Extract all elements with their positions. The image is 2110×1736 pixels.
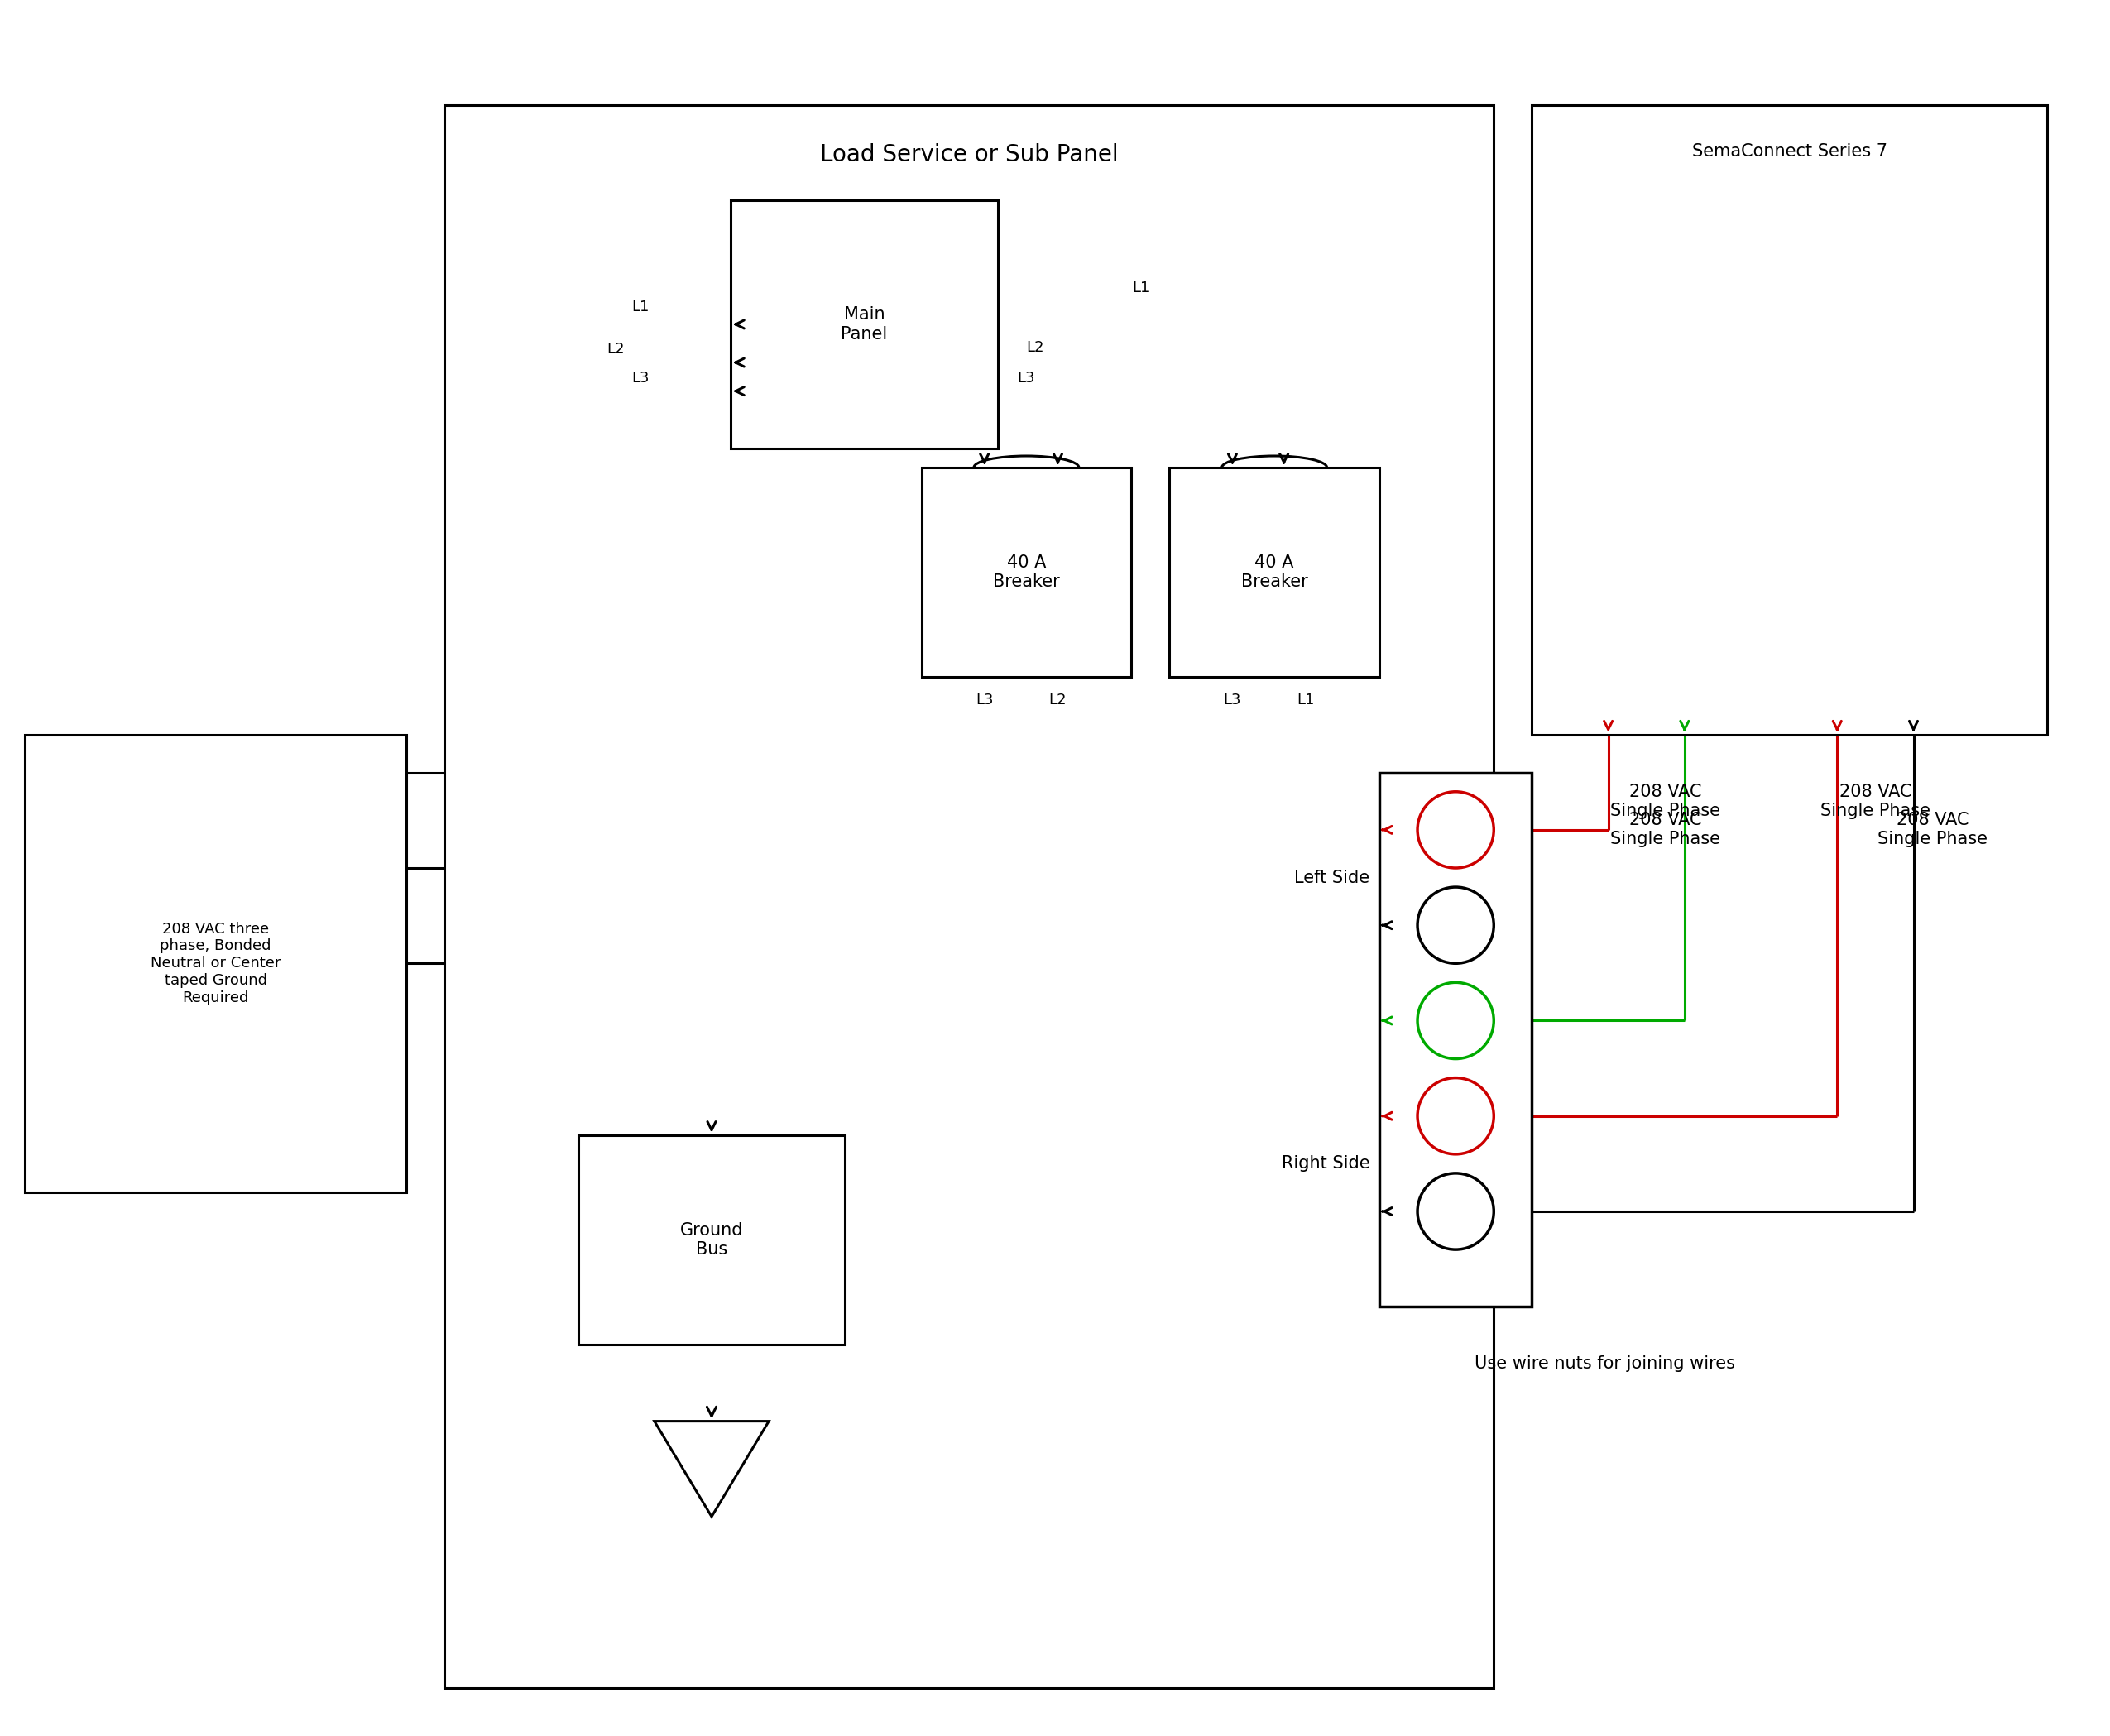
Text: L2: L2 bbox=[608, 342, 625, 356]
Text: L3: L3 bbox=[1017, 370, 1034, 385]
Bar bbox=[922, 467, 1131, 677]
Text: L3: L3 bbox=[631, 370, 650, 385]
Text: Load Service or Sub Panel: Load Service or Sub Panel bbox=[821, 142, 1118, 167]
Text: 208 VAC
Single Phase: 208 VAC Single Phase bbox=[1610, 783, 1720, 819]
Text: Ground
Bus: Ground Bus bbox=[679, 1222, 743, 1259]
Bar bbox=[445, 104, 1494, 1689]
Bar bbox=[730, 200, 998, 448]
Circle shape bbox=[1418, 983, 1494, 1059]
Text: L1: L1 bbox=[1131, 281, 1150, 295]
Text: L2: L2 bbox=[1025, 340, 1044, 354]
Bar bbox=[1380, 773, 1532, 1307]
Text: L2: L2 bbox=[1049, 693, 1068, 707]
Bar bbox=[1532, 104, 2047, 734]
Circle shape bbox=[1418, 1174, 1494, 1250]
Text: SemaConnect Series 7: SemaConnect Series 7 bbox=[1692, 142, 1886, 160]
Circle shape bbox=[1418, 887, 1494, 963]
Text: 40 A
Breaker: 40 A Breaker bbox=[1241, 554, 1308, 590]
Bar bbox=[25, 734, 407, 1193]
Text: Left Side: Left Side bbox=[1293, 870, 1369, 885]
Polygon shape bbox=[654, 1422, 768, 1517]
Text: Main
Panel: Main Panel bbox=[842, 307, 888, 342]
Text: 208 VAC
Single Phase: 208 VAC Single Phase bbox=[1878, 812, 1988, 847]
Text: L1: L1 bbox=[1298, 693, 1315, 707]
Circle shape bbox=[1418, 792, 1494, 868]
Text: L1: L1 bbox=[631, 300, 650, 314]
Text: 208 VAC three
phase, Bonded
Neutral or Center
taped Ground
Required: 208 VAC three phase, Bonded Neutral or C… bbox=[150, 922, 281, 1005]
Circle shape bbox=[1418, 1078, 1494, 1154]
Text: L3: L3 bbox=[1224, 693, 1241, 707]
Text: L3: L3 bbox=[975, 693, 994, 707]
Text: 40 A
Breaker: 40 A Breaker bbox=[994, 554, 1059, 590]
Text: Right Side: Right Side bbox=[1281, 1156, 1369, 1172]
Text: 208 VAC
Single Phase: 208 VAC Single Phase bbox=[1610, 812, 1720, 847]
Text: 208 VAC
Single Phase: 208 VAC Single Phase bbox=[1821, 783, 1931, 819]
Text: Use wire nuts for joining wires: Use wire nuts for joining wires bbox=[1475, 1356, 1734, 1371]
Bar bbox=[1169, 467, 1380, 677]
Bar bbox=[578, 1135, 846, 1345]
